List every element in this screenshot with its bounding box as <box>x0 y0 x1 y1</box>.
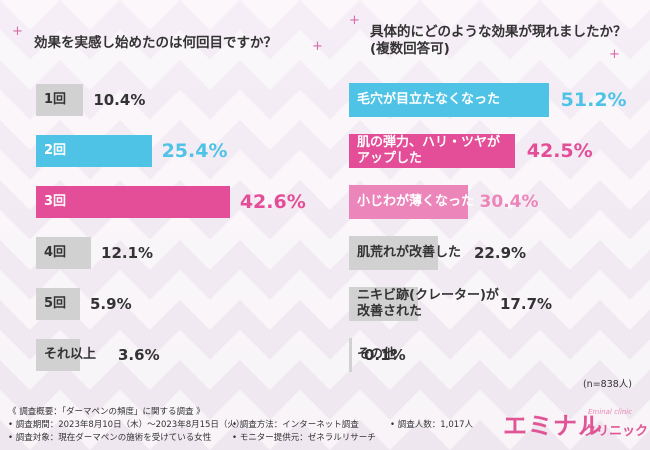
bar <box>36 237 92 269</box>
survey-count: • 調査人数：1,017人 <box>390 420 474 430</box>
left-chart-title: 効果を実感し始めたのは何回目ですか？ <box>34 35 277 51</box>
survey-target: • 調査対象：現在ダーマペンの施術を受けている女性 <box>8 433 212 443</box>
category-label-line: その他 <box>357 347 397 362</box>
category-label: 3回 <box>44 186 66 218</box>
logo-main: エミナル <box>503 412 603 440</box>
value-label: 30.4% <box>479 192 539 212</box>
logo-sub: クリニック <box>583 424 649 439</box>
value-label: 5.9% <box>90 295 132 313</box>
value-label: 42.5% <box>526 140 593 162</box>
bar <box>349 185 468 219</box>
category-label: 2回 <box>44 135 66 167</box>
category-label-line: 毛穴が目立たなくなった <box>357 92 501 107</box>
survey-heading: 《 調査概要：「ダーマペンの頻度」に関する調査 》 <box>8 407 205 417</box>
category-label: ニキビ跡(クレーター)が 改善された <box>357 287 499 321</box>
category-label-line: 肌荒れが改善した <box>357 245 462 260</box>
bar <box>349 236 439 270</box>
logo-english: Eminal clinic <box>588 408 633 416</box>
value-label: 22.9% <box>474 244 527 262</box>
category-label: その他 <box>357 338 396 372</box>
survey-method: • 調査方法：インターネット調査 <box>232 420 359 430</box>
category-label-line: 小じわが薄くなった <box>357 194 475 209</box>
category-label-line: 3回 <box>44 194 67 209</box>
category-label-line: それ以上 <box>44 347 97 362</box>
category-label-line: ニキビ跡(クレーター)が <box>357 288 499 303</box>
bar <box>349 338 352 372</box>
category-label-line: 肌の弾力、ハリ・ツヤが <box>357 135 501 150</box>
bar <box>349 134 515 168</box>
value-label: 0.1% <box>364 346 406 364</box>
bar <box>36 288 80 320</box>
value-label: 10.4% <box>93 91 146 109</box>
category-label: 肌荒れが改善した <box>357 236 461 270</box>
sparkle-icon: + <box>609 47 620 62</box>
category-label: 肌の弾力、ハリ・ツヤが アップした <box>357 134 500 168</box>
value-label: 12.1% <box>101 244 154 262</box>
value-label: 25.4% <box>161 140 228 162</box>
bar <box>36 84 84 116</box>
category-label-line: 4回 <box>44 245 67 260</box>
survey-provider: • モニター提供元：ゼネラルリサーチ <box>232 433 376 443</box>
value-label: 51.2% <box>560 89 627 111</box>
sparkle-icon: + <box>312 39 323 54</box>
category-label: 5回 <box>44 288 66 320</box>
category-label: 4回 <box>44 237 66 269</box>
bar <box>36 135 152 167</box>
category-label-line: 1回 <box>44 92 67 107</box>
bar <box>349 287 419 321</box>
category-label-line: 5回 <box>44 296 67 311</box>
sparkle-icon: + <box>349 13 360 28</box>
category-label: それ以上 <box>44 339 96 371</box>
survey-period: • 調査期間：2023年8月10日（木）〜2023年8月15日（火） <box>8 420 245 430</box>
category-label: 1回 <box>44 84 66 116</box>
value-label: 42.6% <box>239 191 306 213</box>
bar <box>36 186 230 218</box>
category-label-line: アップした <box>357 151 423 166</box>
category-label-line: 改善された <box>357 304 423 319</box>
sparkle-icon: + <box>12 24 23 39</box>
category-label: 小じわが薄くなった <box>357 185 474 219</box>
bar <box>349 83 549 117</box>
bar <box>36 339 80 371</box>
category-label-line: 2回 <box>44 143 67 158</box>
value-label: 3.6% <box>118 346 160 364</box>
value-label: 17.7% <box>500 295 553 313</box>
right-chart-title: 具体的にどのような効果が現れましたか？(複数回答可) <box>370 24 627 57</box>
category-label: 毛穴が目立たなくなった <box>357 83 500 117</box>
sample-size-note: (n=838人) <box>582 379 632 390</box>
